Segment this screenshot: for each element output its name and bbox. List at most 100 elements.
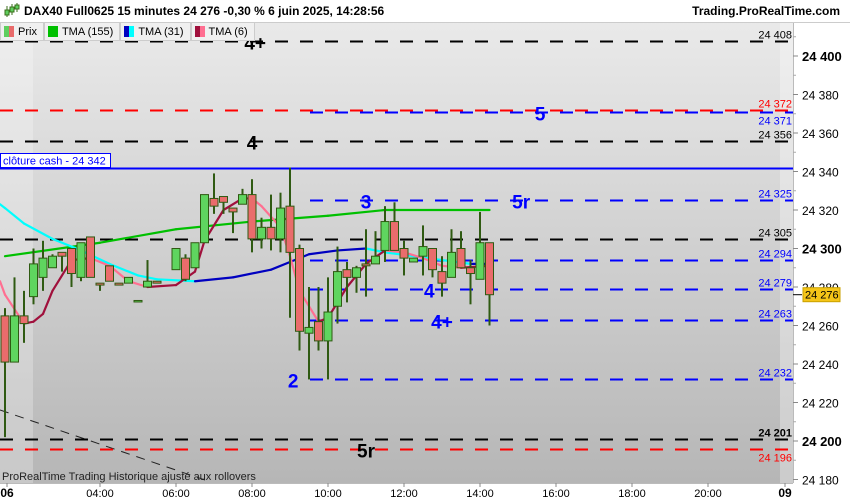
candle-body bbox=[143, 280, 152, 288]
candle-body bbox=[76, 242, 86, 278]
y-tick-label: 24 260 bbox=[802, 320, 839, 334]
x-tick-label: 04:00 bbox=[86, 488, 114, 500]
level-annotation: 5 bbox=[535, 105, 546, 126]
legend-item[interactable]: TMA (155) bbox=[43, 22, 121, 41]
ma-segment bbox=[3, 206, 26, 225]
ma-segment bbox=[108, 262, 140, 277]
candle-body bbox=[48, 255, 57, 269]
candle-body bbox=[57, 251, 67, 257]
y-tick-label: 24 240 bbox=[802, 358, 839, 372]
candle bbox=[76, 242, 86, 282]
candle bbox=[190, 242, 200, 269]
candle bbox=[409, 257, 418, 263]
ma-segment bbox=[193, 276, 235, 283]
candle-body bbox=[181, 257, 190, 280]
candle-body bbox=[380, 221, 390, 251]
candle bbox=[181, 254, 190, 282]
indicator-legend: Prix TMA (155) TMA (31) TMA (6) bbox=[0, 22, 255, 41]
price-axis bbox=[793, 0, 850, 500]
candle-body bbox=[67, 248, 76, 275]
legend-swatch bbox=[47, 26, 58, 37]
candle-body bbox=[285, 205, 295, 253]
candle bbox=[171, 248, 181, 271]
candle bbox=[105, 265, 114, 282]
candle-body bbox=[105, 265, 114, 282]
y-tick-label: 24 300 bbox=[802, 242, 842, 257]
candle-body bbox=[447, 251, 456, 278]
candle-body bbox=[399, 248, 409, 259]
legend-label: TMA (6) bbox=[208, 25, 248, 38]
candle-body bbox=[219, 196, 228, 203]
x-tick-label: 06 bbox=[0, 486, 14, 500]
candle bbox=[29, 248, 38, 305]
x-tick-label: 12:00 bbox=[390, 488, 418, 500]
level-annotation: 4+ bbox=[431, 313, 453, 334]
candle-body bbox=[133, 299, 143, 303]
candle-body bbox=[228, 207, 238, 213]
candle bbox=[238, 188, 247, 205]
legend-item[interactable]: Prix bbox=[0, 22, 44, 41]
ma-segment bbox=[336, 247, 368, 252]
candle bbox=[437, 256, 447, 297]
trend-line bbox=[0, 409, 206, 481]
candle-body bbox=[200, 194, 209, 244]
candle-body bbox=[38, 257, 48, 278]
footer-note: ProRealTime Trading Historique ajusté au… bbox=[2, 471, 256, 483]
candle bbox=[257, 217, 266, 249]
candle bbox=[266, 194, 276, 251]
candle bbox=[219, 196, 228, 214]
legend-item[interactable]: TMA (31) bbox=[120, 22, 191, 41]
legend-item[interactable]: TMA (6) bbox=[190, 22, 255, 41]
candle-body bbox=[333, 271, 342, 307]
candle bbox=[333, 246, 342, 324]
candle bbox=[86, 236, 95, 278]
candle bbox=[352, 265, 361, 293]
y-tick-label: 24 360 bbox=[802, 127, 839, 141]
candle-body bbox=[361, 263, 371, 267]
level-label: 24 325 bbox=[758, 189, 792, 201]
candle-body bbox=[295, 248, 304, 332]
y-tick-label: 24 380 bbox=[802, 89, 839, 103]
candle-body bbox=[0, 315, 10, 363]
y-tick-label: 24 340 bbox=[802, 166, 839, 180]
candle bbox=[475, 211, 485, 280]
candle bbox=[361, 229, 371, 297]
ma-segment bbox=[0, 280, 7, 296]
candle-body bbox=[247, 194, 257, 240]
candle-body bbox=[19, 315, 29, 325]
candle bbox=[19, 290, 29, 343]
candle-body bbox=[171, 248, 181, 271]
candle bbox=[114, 282, 124, 286]
x-tick-label: 09 bbox=[778, 486, 792, 500]
session-shade bbox=[780, 0, 793, 483]
candle bbox=[371, 231, 380, 265]
candle-body bbox=[475, 242, 485, 280]
candle bbox=[295, 244, 304, 351]
candle bbox=[399, 240, 409, 276]
ma-segment bbox=[51, 237, 83, 252]
candle bbox=[466, 260, 475, 305]
candle-body bbox=[456, 248, 466, 269]
ma-segment bbox=[326, 208, 387, 217]
candle-body bbox=[266, 226, 276, 240]
x-tick-label: 16:00 bbox=[542, 488, 570, 500]
moving-average-1 bbox=[0, 203, 491, 283]
level-label: 24 279 bbox=[758, 278, 792, 290]
legend-swatch bbox=[194, 26, 205, 37]
level-label: 24 408 bbox=[758, 30, 792, 42]
candle-body bbox=[390, 221, 399, 251]
ma-segment bbox=[146, 283, 178, 289]
candle bbox=[57, 251, 67, 272]
ma-segment bbox=[269, 260, 292, 271]
ma-segment bbox=[383, 251, 415, 258]
candle-body bbox=[409, 257, 418, 263]
candle bbox=[95, 282, 105, 291]
ma-segment bbox=[231, 268, 273, 279]
x-tick-label: 08:00 bbox=[238, 488, 266, 500]
title-bar: DAX40 Full0625 15 minutes 24 276 -0,30 %… bbox=[0, 0, 850, 23]
x-tick-label: 06:00 bbox=[162, 488, 190, 500]
candle bbox=[390, 202, 399, 251]
candle-body bbox=[342, 269, 352, 278]
level-label: 24 372 bbox=[758, 99, 792, 111]
